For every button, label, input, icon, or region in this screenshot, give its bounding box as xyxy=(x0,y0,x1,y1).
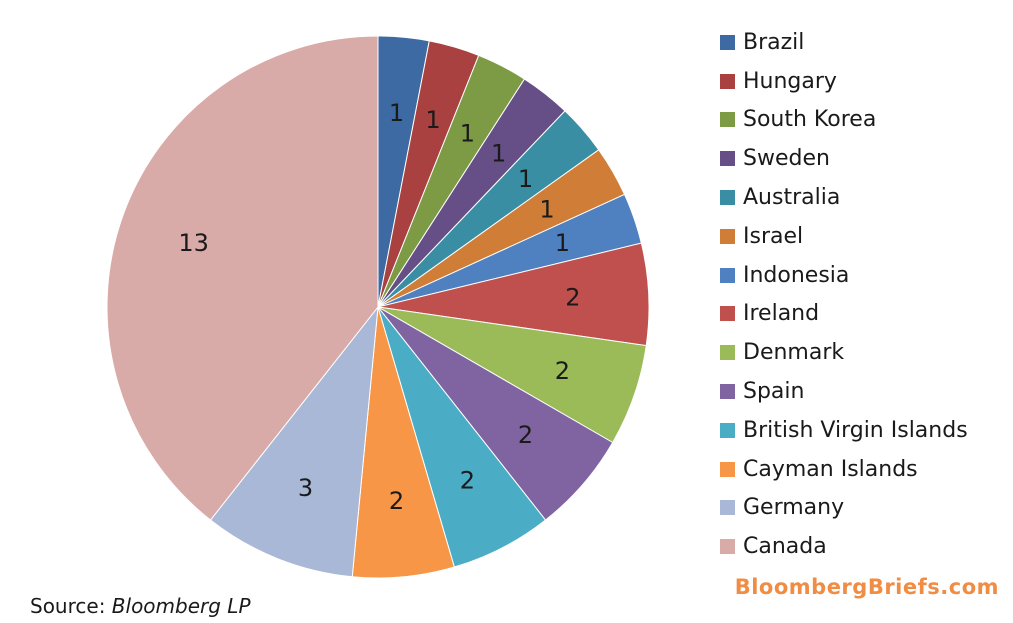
legend-label-cayman-islands: Cayman Islands xyxy=(743,456,918,482)
legend-swatch-british-virgin-islands xyxy=(720,422,735,438)
slice-value-label-canada: 13 xyxy=(178,229,209,257)
legend-item-denmark: Denmark xyxy=(720,333,968,372)
legend-item-germany: Germany xyxy=(720,489,968,528)
legend-swatch-indonesia xyxy=(720,267,735,283)
legend-item-canada: Canada xyxy=(720,527,968,566)
legend-item-cayman-islands: Cayman Islands xyxy=(720,450,968,489)
legend-swatch-denmark xyxy=(720,345,735,361)
slice-value-label-israel: 1 xyxy=(539,195,554,223)
legend-item-indonesia: Indonesia xyxy=(720,256,968,295)
legend-swatch-south-korea xyxy=(720,112,735,128)
legend-label-south-korea: South Korea xyxy=(743,107,877,133)
legend-label-spain: Spain xyxy=(743,379,805,405)
legend-item-israel: Israel xyxy=(720,217,968,256)
legend-swatch-sweden xyxy=(720,151,735,167)
legend-label-denmark: Denmark xyxy=(743,340,845,366)
legend-swatch-brazil xyxy=(720,34,735,50)
source-note: Source: Bloomberg LP xyxy=(30,594,251,618)
legend-label-hungary: Hungary xyxy=(743,68,837,94)
legend-item-spain: Spain xyxy=(720,372,968,411)
legend-item-brazil: Brazil xyxy=(720,23,968,62)
legend-label-germany: Germany xyxy=(743,495,845,521)
brand-watermark: BloombergBriefs.com xyxy=(734,575,999,599)
slice-value-label-indonesia: 1 xyxy=(555,229,570,257)
legend-item-south-korea: South Korea xyxy=(720,101,968,140)
legend-label-indonesia: Indonesia xyxy=(743,262,850,288)
pie-slice-germany xyxy=(209,305,379,578)
slice-value-label-ireland: 2 xyxy=(565,284,580,312)
legend-swatch-germany xyxy=(720,500,735,516)
slice-value-label-british-virgin-islands: 2 xyxy=(460,466,475,494)
legend-item-hungary: Hungary xyxy=(720,62,968,101)
legend: Brazil Hungary South Korea Sweden Australia I… xyxy=(720,23,968,566)
legend-label-canada: Canada xyxy=(743,534,827,560)
slice-value-label-cayman-islands: 2 xyxy=(389,487,404,515)
slice-value-label-brazil: 1 xyxy=(389,99,404,127)
legend-swatch-cayman-islands xyxy=(720,461,735,477)
legend-label-ireland: Ireland xyxy=(743,301,820,327)
pie-slices xyxy=(106,35,650,579)
legend-label-australia: Australia xyxy=(743,185,841,211)
slice-value-label-germany: 3 xyxy=(298,474,313,502)
legend-swatch-hungary xyxy=(720,73,735,89)
source-name: Bloomberg LP xyxy=(111,594,251,618)
slice-value-label-denmark: 2 xyxy=(555,357,570,385)
legend-swatch-canada xyxy=(720,539,735,555)
legend-swatch-australia xyxy=(720,190,735,206)
legend-item-sweden: Sweden xyxy=(720,139,968,178)
slice-value-label-south-korea: 1 xyxy=(460,120,475,148)
legend-label-sweden: Sweden xyxy=(743,146,830,172)
legend-label-british-virgin-islands: British Virgin Islands xyxy=(743,417,968,443)
slice-value-label-australia: 1 xyxy=(518,165,533,193)
slice-value-label-hungary: 1 xyxy=(425,106,440,134)
legend-label-israel: Israel xyxy=(743,223,804,249)
slice-value-label-sweden: 1 xyxy=(491,140,506,168)
legend-swatch-israel xyxy=(720,228,735,244)
legend-swatch-ireland xyxy=(720,306,735,322)
legend-item-ireland: Ireland xyxy=(720,295,968,334)
legend-item-australia: Australia xyxy=(720,178,968,217)
source-prefix: Source: xyxy=(30,594,112,618)
slice-value-label-spain: 2 xyxy=(518,421,533,449)
legend-item-british-virgin-islands: British Virgin Islands xyxy=(720,411,968,450)
legend-label-brazil: Brazil xyxy=(743,29,805,55)
legend-swatch-spain xyxy=(720,384,735,400)
pie-slice-canada xyxy=(106,35,379,521)
